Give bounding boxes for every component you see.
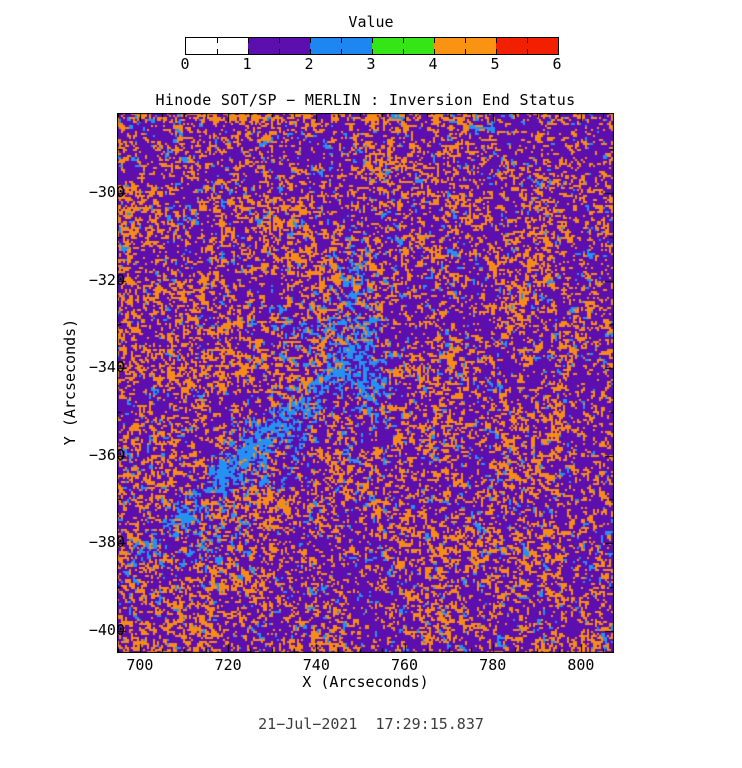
colorbar-tick — [465, 49, 466, 54]
x-tick-label: 740 — [302, 656, 330, 674]
colorbar-tick-label: 3 — [366, 55, 376, 73]
x-tick-label: 780 — [479, 656, 507, 674]
colorbar-tick — [341, 49, 342, 54]
colorbar-tick — [341, 38, 342, 43]
colorbar-tick — [403, 38, 404, 43]
colorbar-tick — [217, 49, 218, 54]
colorbar-segment-2 — [310, 38, 372, 54]
colorbar-segment-3 — [372, 38, 434, 54]
colorbar-tick — [279, 38, 280, 43]
colorbar-tick — [310, 49, 311, 54]
colorbar-tick — [248, 49, 249, 54]
colorbar-tick — [310, 38, 311, 43]
colorbar-segment-1 — [248, 38, 310, 54]
colorbar-tick-labels: 0 1 2 3 4 5 6 — [180, 55, 561, 73]
colorbar-tick — [372, 49, 373, 54]
colorbar-tick — [527, 49, 528, 54]
colorbar-tick-label: 5 — [490, 55, 500, 73]
heatmap-image — [117, 113, 614, 653]
x-tick-label: 720 — [214, 656, 242, 674]
x-tick-label: 700 — [126, 656, 154, 674]
y-tick-label: −320 — [88, 270, 125, 289]
colorbar-tick-label: 1 — [242, 55, 252, 73]
y-tick-label: −300 — [88, 183, 125, 202]
colorbar-tick — [372, 38, 373, 43]
y-tick-label: −400 — [88, 620, 125, 639]
colorbar-tick-label: 2 — [304, 55, 314, 73]
colorbar-title: Value — [348, 13, 394, 31]
colorbar-segment-0 — [186, 38, 248, 54]
colorbar-tick — [248, 38, 249, 43]
y-axis-label: Y (Arcseconds) — [61, 318, 79, 446]
colorbar-tick — [434, 38, 435, 43]
colorbar-tick — [434, 49, 435, 54]
colorbar-segment-5 — [496, 38, 558, 54]
y-tick-label: −340 — [88, 358, 125, 377]
colorbar-tick — [527, 38, 528, 43]
colorbar-segment-4 — [434, 38, 496, 54]
colorbar-tick — [279, 49, 280, 54]
x-tick-label: 760 — [390, 656, 419, 674]
colorbar-tick-label: 0 — [180, 55, 190, 73]
colorbar-tick — [217, 38, 218, 43]
colorbar-tick — [403, 49, 404, 54]
colorbar — [185, 37, 559, 55]
y-tick-label: −380 — [88, 533, 125, 552]
colorbar-tick — [496, 49, 497, 54]
x-tick-label: 800 — [567, 656, 595, 674]
colorbar-tick-label: 6 — [552, 55, 562, 73]
colorbar-tick-label: 4 — [428, 55, 438, 73]
timestamp: 21−Jul−2021 17:29:15.837 — [258, 715, 484, 733]
colorbar-tick — [465, 38, 466, 43]
plot-title: Hinode SOT/SP − MERLIN : Inversion End S… — [155, 91, 576, 109]
colorbar-tick — [496, 38, 497, 43]
y-tick-label: −360 — [88, 445, 125, 464]
x-axis-label: X (Arcseconds) — [302, 673, 429, 691]
